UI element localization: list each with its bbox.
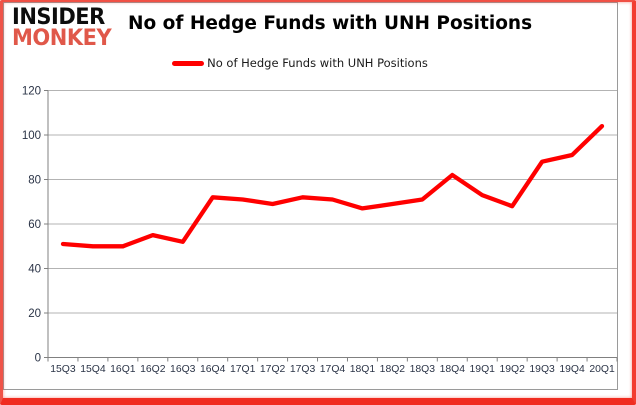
chart-title: No of Hedge Funds with UNH Positions	[128, 13, 533, 34]
x-axis-label: 19Q1	[470, 364, 496, 375]
x-axis-label: 17Q2	[260, 364, 286, 375]
x-axis-label: 17Q4	[320, 364, 346, 375]
x-axis-label: 15Q3	[50, 364, 76, 375]
x-axis-label: 15Q4	[80, 364, 106, 375]
y-axis-label: 60	[28, 219, 41, 231]
x-axis-label: 18Q2	[380, 364, 406, 375]
x-axis-label: 18Q4	[440, 364, 466, 375]
x-axis-label: 16Q4	[200, 364, 226, 375]
x-axis-label: 18Q3	[410, 364, 436, 375]
x-axis-label: 19Q4	[559, 364, 585, 375]
legend-label: No of Hedge Funds with UNH Positions	[207, 56, 428, 70]
x-axis-label: 17Q1	[230, 364, 256, 375]
y-axis-label: 80	[28, 175, 41, 187]
insider-monkey-logo: INSIDER MONKEY	[12, 3, 112, 50]
legend-line-swatch	[172, 60, 205, 66]
x-axis-label: 18Q1	[350, 364, 376, 375]
x-axis-label: 16Q1	[110, 364, 136, 375]
y-axis-label: 0	[35, 353, 41, 365]
x-axis-label: 16Q2	[140, 364, 166, 375]
y-axis-label: 20	[28, 308, 41, 320]
y-axis-label: 40	[28, 264, 41, 276]
x-axis-label: 20Q1	[589, 364, 615, 375]
logo-line-monkey: MONKEY	[12, 24, 112, 50]
x-axis-label: 17Q3	[290, 364, 316, 375]
series-line	[60, 123, 605, 249]
y-axis-label: 120	[22, 86, 41, 98]
x-axis-label: 19Q2	[499, 364, 525, 375]
x-axis-label: 16Q3	[170, 364, 196, 375]
y-axis-label: 100	[22, 130, 41, 142]
logo-line-insider: INSIDER	[12, 3, 105, 30]
legend: No of Hedge Funds with UNH Positions	[0, 56, 600, 70]
x-axis-label: 19Q3	[529, 364, 555, 375]
